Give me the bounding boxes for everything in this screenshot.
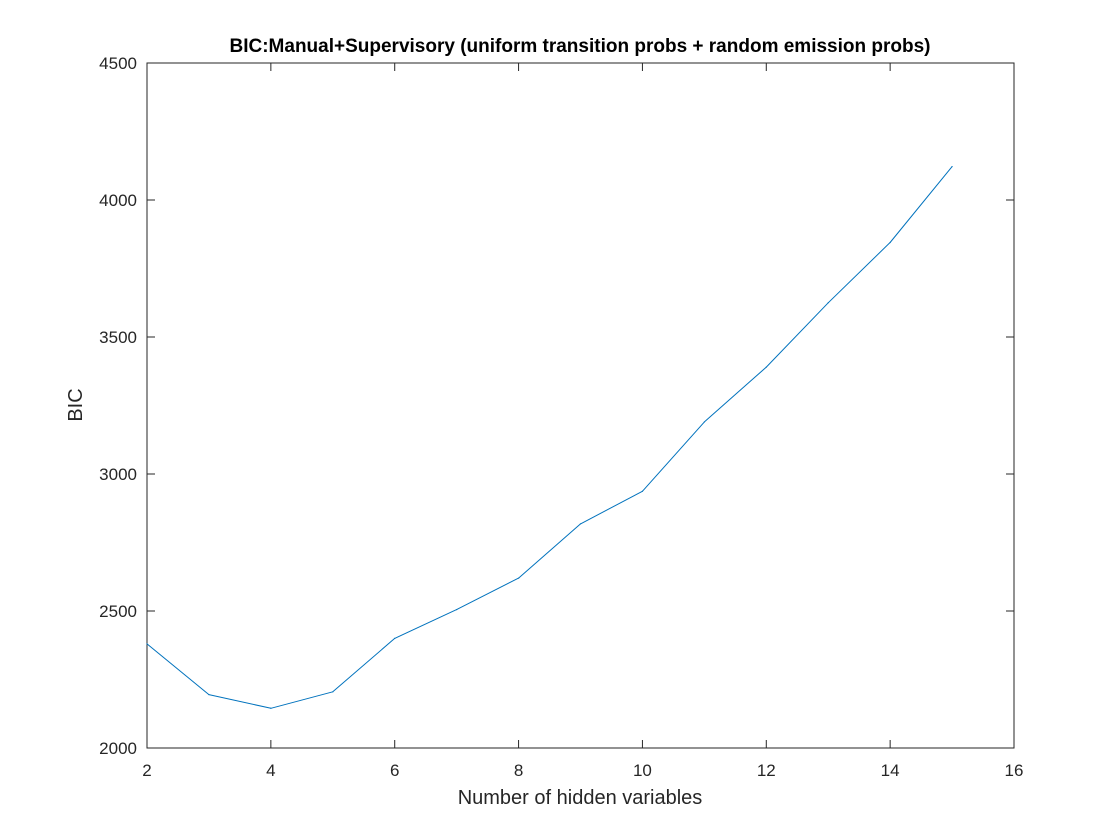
data-point [827, 302, 829, 304]
data-point [703, 421, 705, 423]
data-point [208, 693, 210, 696]
data-point [765, 366, 767, 368]
data-point [889, 241, 891, 244]
x-tick-label: 14 [881, 761, 900, 780]
x-axis-tick-labels: 2 4 6 8 10 12 14 16 [142, 761, 1023, 780]
data-point [332, 691, 334, 693]
data-point [579, 523, 582, 525]
data-point [517, 577, 520, 579]
series-line [146, 166, 953, 709]
data-point [951, 165, 953, 168]
x-tick-label: 4 [266, 761, 275, 780]
y-tick-label: 2500 [99, 602, 137, 621]
x-axis-title: Number of hidden variables [458, 787, 703, 809]
y-tick-label: 3000 [99, 465, 137, 484]
x-tick-label: 12 [757, 761, 776, 780]
y-axis-title: BIC [65, 388, 87, 421]
x-tick-label: 8 [514, 761, 523, 780]
data-point [270, 707, 272, 709]
x-tick-label: 2 [142, 761, 151, 780]
y-tick-label: 4000 [99, 191, 137, 210]
x-tick-label: 10 [633, 761, 652, 780]
y-tick-label: 4500 [99, 54, 137, 73]
data-point [641, 490, 644, 492]
data-point [394, 637, 396, 640]
data-point [146, 643, 148, 645]
series-layer [146, 165, 953, 709]
y-axis-tick-labels: 2000 2500 3000 3500 4000 4500 [99, 54, 137, 758]
data-point [456, 609, 458, 611]
y-tick-label: 3500 [99, 328, 137, 347]
chart-title: BIC:Manual+Supervisory (uniform transiti… [230, 36, 931, 57]
axis-ticks [146, 62, 1015, 749]
x-tick-label: 16 [1005, 761, 1024, 780]
x-tick-label: 6 [390, 761, 399, 780]
plot-area [146, 62, 1015, 749]
y-tick-label: 2000 [99, 739, 137, 758]
